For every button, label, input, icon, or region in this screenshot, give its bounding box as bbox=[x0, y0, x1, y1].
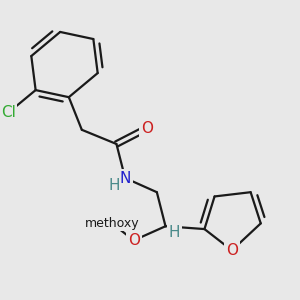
Text: methoxy: methoxy bbox=[85, 217, 140, 230]
Text: H: H bbox=[108, 178, 120, 194]
Text: O: O bbox=[128, 233, 140, 248]
Text: N: N bbox=[119, 170, 131, 185]
Text: O: O bbox=[141, 121, 153, 136]
Text: O: O bbox=[226, 243, 238, 258]
Text: Cl: Cl bbox=[1, 105, 16, 120]
Text: H: H bbox=[169, 225, 180, 240]
